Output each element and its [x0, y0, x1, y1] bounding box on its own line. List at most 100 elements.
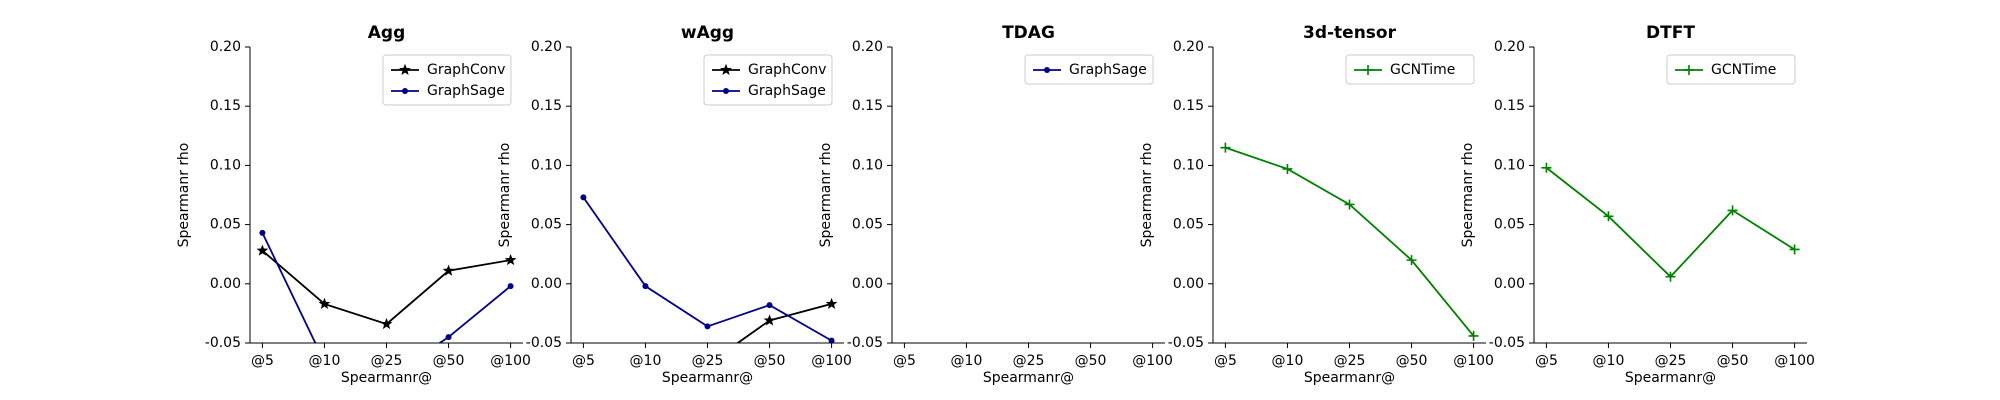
- y-tick-label: 0.10: [1494, 157, 1525, 173]
- subplot: 3d-tensor -0.05 0.00 0.05 0.10 0.15 0.20 @5 @10 @…: [1139, 23, 1494, 386]
- y-tick-label: 0.20: [852, 39, 883, 55]
- marker: [318, 297, 331, 309]
- y-tick-label: 0.10: [1173, 157, 1204, 173]
- marker: [256, 244, 269, 256]
- marker: [1220, 142, 1231, 153]
- marker: [763, 314, 776, 326]
- marker: [723, 88, 729, 94]
- plot-area: [580, 194, 838, 343]
- y-tick-label: 0.15: [531, 98, 562, 114]
- y-tick-label: 0.20: [1494, 39, 1525, 55]
- x-axis-label: Spearmanr@: [1625, 370, 1716, 386]
- subplot-title: TDAG: [1002, 23, 1055, 43]
- legend: GCNTime: [1345, 54, 1475, 85]
- subplot: Agg -0.05 0.00 0.05 0.10 0.15 0.20 @5 @10 @25 @50 @…: [176, 23, 531, 386]
- marker: [507, 283, 514, 290]
- y-axis-label: Spearmanr rho: [818, 143, 834, 248]
- y-tick-label: 0.15: [210, 98, 241, 114]
- x-tick-label: @10: [1593, 353, 1625, 369]
- y-tick-label: 0.00: [852, 276, 883, 292]
- marker: [766, 302, 773, 309]
- x-tick-label: @50: [433, 353, 465, 369]
- y-tick-label: 0.00: [210, 276, 241, 292]
- y-tick-label: -0.05: [526, 335, 562, 351]
- marker: [1665, 271, 1676, 282]
- x-tick-label: @50: [1717, 353, 1749, 369]
- legend-label: GCNTime: [1711, 62, 1776, 78]
- x-tick-label: @10: [309, 353, 341, 369]
- marker: [259, 229, 266, 236]
- marker: [580, 194, 587, 201]
- x-tick-label: @25: [692, 353, 724, 369]
- series-line: [1545, 167, 1796, 278]
- subplot-title: wAgg: [681, 23, 734, 43]
- subplot-title: DTFT: [1646, 23, 1695, 43]
- marker: [1468, 330, 1479, 341]
- marker: [720, 63, 732, 76]
- x-tick-label: @10: [951, 353, 983, 369]
- y-tick-label: 0.20: [1173, 39, 1204, 55]
- subplot-title: Agg: [368, 23, 406, 43]
- x-tick-label: @50: [1075, 353, 1107, 369]
- marker: [504, 253, 517, 266]
- subplot-title: 3d-tensor: [1303, 23, 1397, 43]
- series-line: [582, 196, 833, 342]
- marker: [828, 337, 835, 343]
- y-tick-label: 0.20: [210, 39, 241, 55]
- x-tick-label: @5: [251, 353, 274, 369]
- x-tick-label: @100: [1453, 353, 1494, 369]
- legend-label: GraphConv: [427, 62, 505, 78]
- y-tick-label: 0.05: [531, 217, 562, 233]
- marker: [825, 297, 838, 309]
- y-axis-label: Spearmanr rho: [176, 143, 192, 248]
- x-tick-label: @5: [893, 353, 916, 369]
- marker: [1044, 67, 1050, 73]
- y-tick-label: 0.05: [1494, 217, 1525, 233]
- x-tick-label: @25: [1334, 353, 1366, 369]
- x-tick-label: @5: [1535, 353, 1558, 369]
- legend-label: GraphSage: [427, 83, 505, 99]
- legend-label: GraphConv: [748, 62, 826, 78]
- y-axis-label: Spearmanr rho: [1460, 143, 1476, 248]
- plot-area: [1541, 162, 1800, 282]
- x-axis-label: Spearmanr@: [341, 370, 432, 386]
- x-tick-label: @100: [1774, 353, 1815, 369]
- y-tick-label: -0.05: [1168, 335, 1204, 351]
- series-line: [261, 232, 512, 343]
- legend-label: GraphSage: [1069, 62, 1147, 78]
- y-tick-label: 0.20: [531, 39, 562, 55]
- legend-box: [1024, 54, 1154, 85]
- y-tick-label: 0.00: [531, 276, 562, 292]
- x-tick-label: @10: [1272, 353, 1304, 369]
- marker: [442, 264, 455, 276]
- plot-area: [1220, 142, 1479, 341]
- marker: [1684, 65, 1694, 75]
- x-tick-label: @100: [811, 353, 852, 369]
- y-tick-label: 0.00: [1173, 276, 1204, 292]
- legend-box: [1345, 54, 1475, 85]
- marker: [1789, 244, 1800, 255]
- marker: [704, 323, 711, 330]
- marker: [1727, 205, 1738, 216]
- marker: [1603, 211, 1614, 222]
- series-line: [261, 249, 511, 326]
- x-tick-label: @5: [1214, 353, 1237, 369]
- x-tick-label: @10: [630, 353, 662, 369]
- x-tick-label: @50: [1396, 353, 1428, 369]
- plot-area: [256, 229, 517, 343]
- x-tick-label: @25: [1013, 353, 1045, 369]
- marker: [642, 283, 649, 290]
- x-tick-label: @100: [1132, 353, 1173, 369]
- x-axis-label: Spearmanr@: [983, 370, 1074, 386]
- marker: [445, 334, 452, 341]
- x-tick-label: @50: [754, 353, 786, 369]
- y-tick-label: -0.05: [847, 335, 883, 351]
- y-tick-label: 0.00: [1494, 276, 1525, 292]
- y-axis-label: Spearmanr rho: [1139, 143, 1155, 248]
- y-axis-label: Spearmanr rho: [497, 143, 513, 248]
- legend-box: [382, 54, 512, 106]
- series-line: [1225, 146, 1475, 337]
- y-tick-label: 0.15: [852, 98, 883, 114]
- x-tick-label: @100: [490, 353, 531, 369]
